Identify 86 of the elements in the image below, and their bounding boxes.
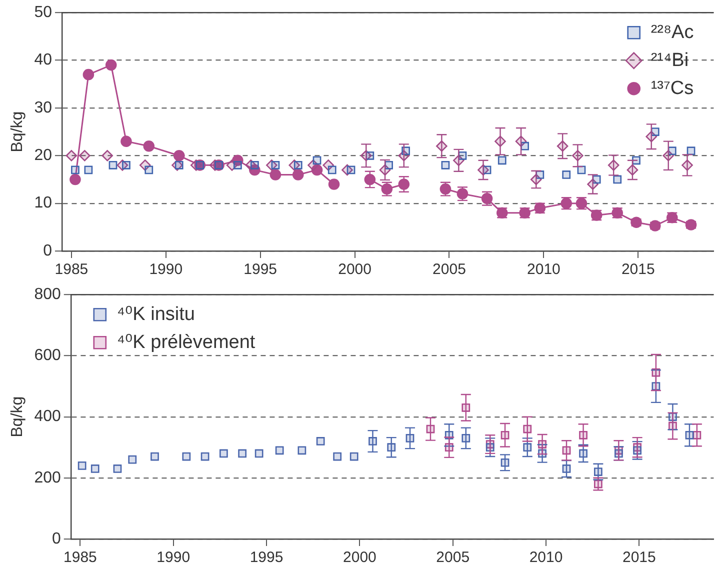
- point: [219, 449, 228, 458]
- point: [270, 169, 282, 180]
- y-tick-label: 50: [34, 4, 52, 22]
- y-tick-label: 800: [34, 286, 61, 304]
- point: [686, 146, 696, 156]
- point: [387, 443, 396, 452]
- x-tick-label: 2005: [432, 261, 466, 278]
- legend-label: ²¹⁴Bi: [650, 50, 689, 71]
- x-tick-label: 1985: [64, 549, 97, 566]
- point: [441, 160, 450, 170]
- point: [70, 174, 81, 186]
- point: [562, 170, 571, 179]
- point: [79, 150, 90, 162]
- point: [333, 452, 342, 461]
- point: [150, 452, 159, 461]
- point: [275, 446, 284, 455]
- legend-label: ¹³⁷Cs: [650, 78, 694, 99]
- point: [84, 166, 93, 174]
- x-tick-label: 2005: [436, 549, 470, 566]
- point: [668, 146, 676, 156]
- point: [520, 142, 529, 150]
- point: [144, 166, 154, 174]
- point: [120, 136, 132, 147]
- y-tick-label: 0: [43, 242, 52, 260]
- point: [650, 128, 660, 136]
- point: [328, 166, 336, 174]
- point: [498, 156, 506, 165]
- x-tick-label: 2000: [343, 549, 376, 566]
- point: [249, 164, 260, 176]
- point: [462, 403, 470, 412]
- point: [66, 150, 78, 162]
- point: [298, 446, 306, 455]
- legend-label: ⁴⁰K insitu: [116, 304, 195, 325]
- x-tick-label: 2010: [527, 261, 560, 278]
- point: [613, 175, 622, 184]
- point: [462, 434, 470, 442]
- point: [238, 449, 246, 458]
- y-axis-title: Bq/kg: [9, 396, 26, 438]
- point: [328, 178, 340, 190]
- x-tick-label: 1995: [244, 261, 278, 278]
- point: [294, 160, 302, 170]
- x-tick-label: 2015: [622, 549, 656, 566]
- legend-label: ²²⁸Ac: [650, 22, 694, 43]
- point: [105, 59, 117, 71]
- x-tick-label: 1990: [149, 261, 183, 278]
- point: [271, 160, 280, 170]
- point: [71, 166, 80, 174]
- y-tick-label: 30: [34, 99, 52, 116]
- point: [292, 169, 304, 180]
- point: [312, 156, 322, 165]
- point: [350, 452, 358, 461]
- x-tick-label: 2000: [338, 261, 372, 278]
- point: [82, 68, 94, 80]
- x-tick-label: 1995: [250, 549, 284, 566]
- legend-label: ⁴⁰K prélèvement: [116, 332, 256, 353]
- point: [232, 154, 244, 166]
- point: [128, 455, 137, 464]
- y-tick-label: 400: [34, 408, 61, 426]
- y-tick-label: 200: [34, 469, 61, 486]
- y-tick-label: 20: [34, 147, 52, 164]
- y-axis-title: Bq/kg: [9, 111, 26, 152]
- point: [90, 464, 100, 473]
- point: [523, 443, 532, 452]
- point: [250, 160, 259, 170]
- point: [366, 151, 374, 160]
- point: [102, 150, 113, 162]
- point: [182, 452, 191, 461]
- x-tick-label: 2015: [621, 261, 655, 278]
- point: [233, 160, 242, 170]
- y-tick-label: 10: [34, 194, 52, 212]
- y-tick-label: 0: [52, 530, 61, 548]
- point: [311, 164, 323, 176]
- point: [113, 464, 122, 473]
- x-tick-label: 2010: [529, 549, 563, 566]
- point: [143, 140, 155, 152]
- point: [254, 449, 264, 458]
- point: [384, 160, 393, 170]
- point: [108, 160, 118, 170]
- point: [200, 452, 210, 461]
- x-tick-label: 1985: [54, 261, 88, 278]
- point: [78, 461, 86, 470]
- point: [316, 437, 325, 446]
- x-tick-label: 1990: [156, 549, 190, 566]
- y-tick-label: 600: [34, 347, 61, 364]
- point: [173, 150, 185, 162]
- y-tick-label: 40: [34, 52, 52, 69]
